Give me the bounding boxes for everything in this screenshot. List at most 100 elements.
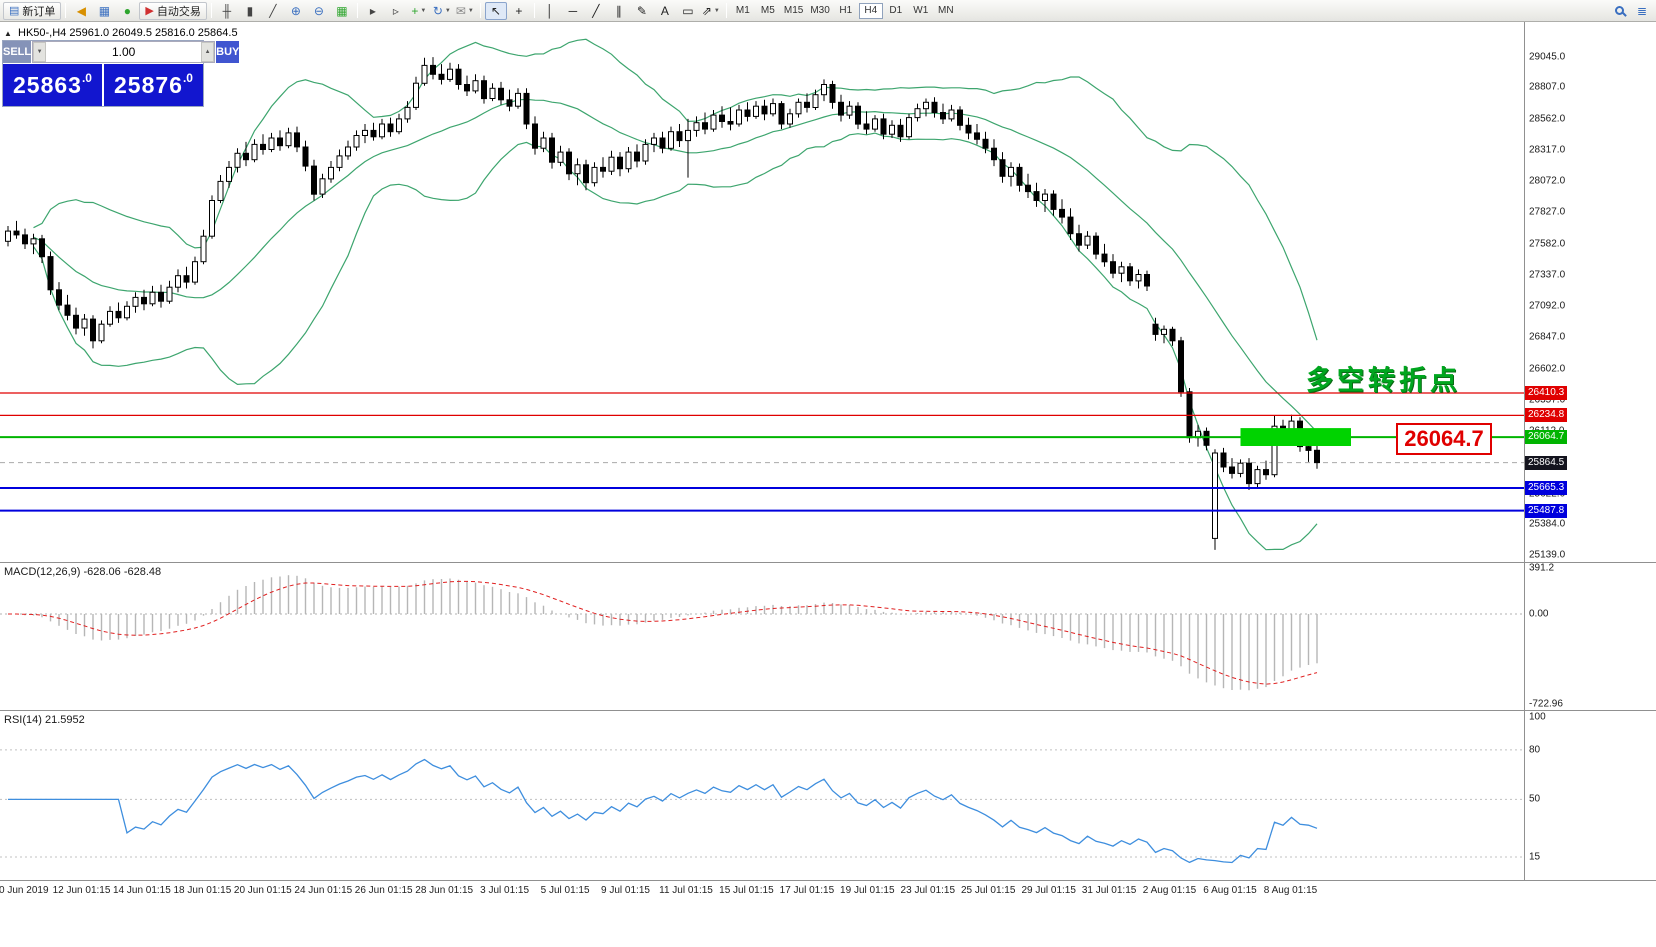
price-tag: 26410.3 [1525,386,1568,400]
fibonacci-icon[interactable]: ✎ [631,2,653,20]
equidistant-channel-icon: ∥ [615,3,622,18]
volume-decrease-button[interactable]: ▼ [33,42,47,62]
autotrading-button-label: 自动交易 [156,5,201,18]
dropdown-arrow-icon[interactable]: ▼ [467,7,474,14]
time-axis-label: 14 Jun 01:15 [112,885,171,896]
panel-splitter-macd[interactable] [0,562,1656,563]
macd-scale-label: 0.00 [1529,608,1549,620]
horizontal-line-icon: ─ [568,3,578,18]
arrows-icon[interactable]: ⇗ ▼ [700,2,722,20]
chart-window-icon[interactable]: ▦ [93,2,115,20]
main-price-chart[interactable] [0,22,1656,562]
one-click-trading-panel: SELL ▼ ▲ BUY 25863 .0 25876 .0 [2,40,240,107]
chart-shift-icon[interactable]: ▹ [385,2,407,20]
alerts-icon: ✉ [455,3,466,18]
timeframe-button-m15[interactable]: M15 [783,5,804,16]
price-tag: 25864.5 [1525,455,1568,470]
fibonacci-icon: ✎ [636,3,647,18]
price-tag: 25665.3 [1525,481,1568,495]
volume-control: ▼ ▲ [32,41,216,63]
text-icon[interactable]: A [654,2,676,20]
profiles-icon[interactable]: ↻ ▼ [431,2,453,20]
text-label-icon[interactable]: ▭ [677,2,699,20]
time-axis-label: 18 Jun 01:15 [173,885,232,896]
time-axis-label: 23 Jul 01:15 [900,885,956,896]
dropdown-arrow-icon[interactable]: ▼ [444,7,451,14]
profiles-icon: ↻ [432,3,443,18]
alerts-icon[interactable]: ✉ ▼ [454,2,476,20]
community-icon[interactable]: ● [116,2,138,20]
time-axis-label: 9 Jul 01:15 [601,885,650,896]
new-chart-icon[interactable]: + ▼ [408,2,430,20]
bar-chart-mode-icon: ╫ [222,3,232,18]
trendline-icon: ╱ [592,3,600,18]
community-icon: ● [123,3,132,18]
timeframe-button-m30[interactable]: M30 [810,5,830,16]
rsi-scale-label: 15 [1529,851,1541,863]
macd-indicator-panel[interactable] [0,562,1656,710]
candlestick-mode-icon[interactable]: ▮ [239,2,261,20]
sell-price-panel[interactable]: 25863 .0 [3,64,102,106]
tile-windows-icon[interactable]: ▦ [331,2,353,20]
cursor-icon: ↖ [490,3,501,18]
time-axis-label: 31 Jul 01:15 [1081,885,1137,896]
zoom-out-icon[interactable]: ⊖ [308,2,330,20]
buy-button[interactable]: BUY [216,41,240,63]
line-chart-mode-icon[interactable]: ╱ [262,2,284,20]
timeframe-button-d1[interactable]: D1 [889,5,903,16]
rsi-scale-label: 50 [1529,793,1541,805]
volume-increase-button[interactable]: ▲ [201,42,215,62]
rsi-scale-label: 80 [1529,744,1541,756]
auto-scroll-icon[interactable]: ▸ [362,2,384,20]
macd-scale-label: 391.2 [1529,562,1555,574]
buy-price-decimal: .0 [182,71,193,85]
zoom-in-icon[interactable]: ⊕ [285,2,307,20]
time-axis-label: 15 Jul 01:15 [719,885,774,896]
panel-splitter-rsi[interactable] [0,710,1656,711]
new-order-button[interactable]: ▤ 新订单 [3,1,62,20]
vertical-line-icon: │ [546,3,554,18]
trendline-icon[interactable]: ╱ [585,2,607,20]
rsi-label: RSI(14) 21.5952 [4,714,85,726]
chart-shift-icon: ▹ [392,3,399,18]
rsi-indicator-panel[interactable] [0,710,1656,880]
auto-scroll-icon: ▸ [369,3,376,18]
timeframe-button-w1[interactable]: W1 [913,5,929,16]
time-axis-label: 5 Jul 01:15 [540,885,590,896]
toolbar-separator [533,3,535,18]
price-tag: 26064.7 [1525,430,1568,445]
time-axis-label: 26 Jun 01:15 [354,885,413,896]
timeframe-button-m5[interactable]: M5 [760,5,775,16]
equidistant-channel-icon[interactable]: ∥ [608,2,630,20]
cursor-icon[interactable]: ↖ [484,1,507,20]
price-axis-label: 26602.0 [1529,363,1566,375]
one-click-toggle-icon[interactable]: ▲ [4,29,12,38]
bar-chart-mode-icon[interactable]: ╫ [216,2,238,20]
sell-button[interactable]: SELL [3,41,32,63]
new-order-button-label: 新订单 [22,5,56,18]
crosshair-icon[interactable]: + [508,2,530,20]
timeframe-button-h4[interactable]: H4 [858,2,883,19]
volume-input[interactable] [46,42,202,62]
rsi-scale-label: 100 [1529,711,1546,723]
autotrading-button[interactable]: ▶ 自动交易 [139,1,207,20]
new-chart-icon: + [411,3,419,18]
time-axis-label: 19 Jul 01:15 [840,885,895,896]
macd-label: MACD(12,26,9) -628.06 -628.48 [4,566,162,578]
timeframe-button-m1[interactable]: M1 [735,5,750,16]
price-tag: 25487.8 [1525,503,1568,518]
search-icon[interactable] [1608,2,1630,20]
timeframe-button-mn[interactable]: MN [938,5,954,16]
dropdown-arrow-icon[interactable]: ▼ [713,7,720,14]
speaker-icon[interactable]: ◀ [70,2,92,20]
price-axis-label: 28807.0 [1529,81,1566,93]
vertical-line-icon[interactable]: │ [539,2,561,20]
buy-price-panel[interactable]: 25876 .0 [104,64,203,106]
layers-icon[interactable]: ≣ [1631,2,1653,20]
horizontal-line-icon[interactable]: ─ [562,2,584,20]
dropdown-arrow-icon[interactable]: ▼ [420,7,427,14]
layers-icon: ≣ [1636,3,1648,18]
timeframe-button-h1[interactable]: H1 [839,5,853,16]
